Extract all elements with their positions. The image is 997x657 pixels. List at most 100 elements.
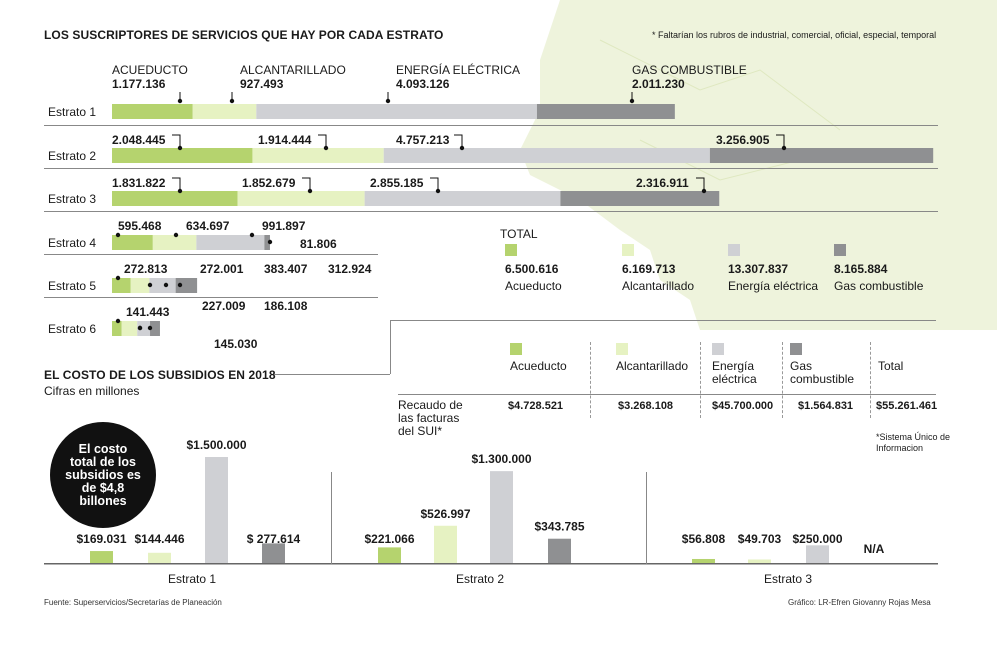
row-separator <box>44 168 938 169</box>
badge-line: billones <box>79 493 127 508</box>
value-label: $343.785 <box>534 520 584 534</box>
table-header: Total <box>878 359 904 373</box>
bar-segment <box>252 148 384 163</box>
subscribers-chart: ACUEDUCTO ALCANTARILLADO ENERGÍA ELÉCTRICA… <box>44 62 938 351</box>
group-label: Estrato 2 <box>456 572 504 586</box>
leader-dot <box>323 145 329 151</box>
value-label: 3.256.905 <box>716 133 770 147</box>
bar-segment <box>130 278 150 293</box>
row-label: Estrato 5 <box>48 279 96 293</box>
source-note: Fuente: Superservicios/Secretarías de Pl… <box>44 598 222 607</box>
bar-segment <box>175 278 198 293</box>
value-label: 272.813 <box>124 262 168 276</box>
row-label: Estrato 3 <box>48 192 96 206</box>
value-label: N/A <box>864 542 885 556</box>
table-value: $55.261.461 <box>876 400 938 412</box>
bar-segment <box>112 191 238 206</box>
value-label: 1.177.136 <box>112 77 166 91</box>
value-label: $144.446 <box>134 532 184 546</box>
leader-dot <box>115 275 121 281</box>
table-swatch <box>712 343 724 355</box>
bar-segment <box>196 235 265 250</box>
leader-dot <box>163 282 169 288</box>
badge-line: subsidios es <box>65 467 141 482</box>
value-label: $169.031 <box>76 532 126 546</box>
subsidy-bar <box>748 559 771 563</box>
value-label: 1.852.679 <box>242 176 296 190</box>
subsidies-chart: Estrato 1 $169.031 $144.446 $1.500.000 $ 277… <box>44 438 938 586</box>
value-label: 2.048.445 <box>112 133 166 147</box>
bar-segment <box>112 321 122 336</box>
leader-line <box>430 177 439 191</box>
value-label: 383.407 <box>264 262 308 276</box>
leader-dot <box>629 98 635 104</box>
value-label: 1.831.822 <box>112 176 166 190</box>
table-header: Gas combustible <box>790 359 855 386</box>
total-label: Energía eléctrica <box>728 279 819 293</box>
table-divider <box>590 342 591 418</box>
chart-note: * Faltarían los rubros de industrial, co… <box>652 30 937 40</box>
leader-dot <box>385 98 391 104</box>
value-label: 1.914.444 <box>258 133 312 147</box>
table-header: Acueducto <box>510 359 567 373</box>
value-label: $56.808 <box>682 532 726 546</box>
value-label: $ 277.614 <box>247 532 301 546</box>
group-label: Estrato 3 <box>764 572 812 586</box>
table-header: Energía eléctrica <box>712 359 757 386</box>
value-label: 595.468 <box>118 219 162 233</box>
group-divider <box>331 472 332 564</box>
value-label: $49.703 <box>738 532 782 546</box>
leader-dot <box>229 98 235 104</box>
table-swatch <box>790 343 802 355</box>
row-separator <box>44 254 378 255</box>
value-label: 2.316.911 <box>636 176 689 190</box>
table-divider <box>700 342 701 418</box>
leader-dot <box>781 145 787 151</box>
value-label: 272.001 <box>200 262 244 276</box>
bar-segment <box>149 278 176 293</box>
totals-heading: TOTAL <box>500 227 538 241</box>
table-divider <box>782 342 783 418</box>
bar-segment <box>536 104 675 119</box>
table-value: $45.700.000 <box>712 400 774 412</box>
subsidy-bar <box>434 525 457 563</box>
table-divider <box>870 342 871 418</box>
bar-segment <box>264 235 270 250</box>
leader-dot <box>115 318 121 324</box>
value-label: 145.030 <box>214 337 258 351</box>
bar-segment <box>112 235 153 250</box>
leader-dot <box>249 232 255 238</box>
row-label: Estrato 2 <box>48 149 96 163</box>
subsidy-bar <box>148 552 171 563</box>
total-value: 8.165.884 <box>834 262 888 276</box>
value-label: 4.093.126 <box>396 77 450 91</box>
value-label: 991.897 <box>262 219 306 233</box>
bar-segment <box>150 321 160 336</box>
subsidy-bar <box>692 558 715 563</box>
leader-line <box>696 177 705 191</box>
subsidy-bar <box>205 457 228 563</box>
value-label: $250.000 <box>792 532 842 546</box>
bar-segment <box>709 148 934 163</box>
subsidy-bar <box>378 547 401 563</box>
series-label: GAS COMBUSTIBLE <box>632 63 747 77</box>
table-value: $3.268.108 <box>618 400 674 412</box>
series-label: ACUEDUCTO <box>112 63 188 77</box>
value-label: 186.108 <box>264 299 308 313</box>
leader-dot <box>173 232 179 238</box>
value-label: 141.443 <box>126 305 170 319</box>
bar-segment <box>383 148 710 163</box>
table-value: $4.728.521 <box>508 400 564 412</box>
legend-swatch <box>728 244 740 256</box>
subsidies-subtitle: Cifras en millones <box>44 384 140 398</box>
leader-dot <box>177 188 183 194</box>
subsidies-title: EL COSTO DE LOS SUBSIDIOS EN 2018 <box>44 368 276 382</box>
bar-segment <box>121 321 138 336</box>
bar-segment <box>364 191 561 206</box>
bar-segment <box>152 235 197 250</box>
table-row-label: Recaudo de las facturas del SUI* <box>398 398 463 438</box>
leader-dot <box>435 188 441 194</box>
table-top-rule <box>390 320 936 321</box>
total-label: Alcantarillado <box>622 279 695 293</box>
row-label: Estrato 6 <box>48 322 96 336</box>
